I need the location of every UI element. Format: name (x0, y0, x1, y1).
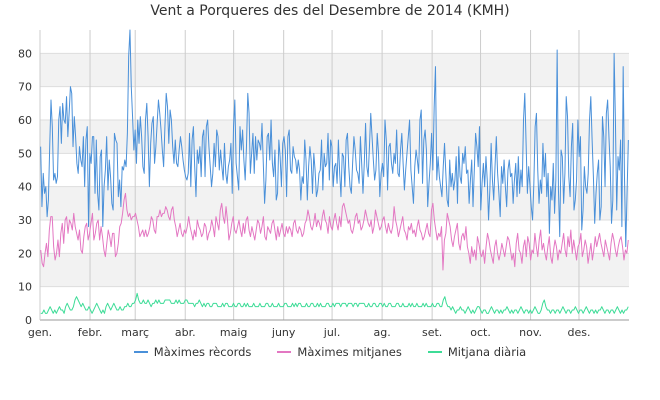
y-tick-label: 40 (18, 181, 32, 194)
series-line-avg-max (40, 192, 629, 271)
x-tick-label: gen. (28, 326, 52, 339)
grid-band (40, 120, 629, 154)
x-tick-label: oct. (470, 326, 491, 339)
x-tick-label: jul. (323, 326, 341, 339)
legend-label-avg-max: Màximes mitjanes (297, 345, 402, 359)
x-tick-label: nov. (519, 326, 542, 339)
legend-swatch-daily-mean (427, 351, 442, 353)
x-tick-label: ag. (373, 326, 390, 339)
y-tick-label: 0 (25, 314, 32, 327)
y-tick-label: 30 (18, 214, 32, 227)
y-tick-label: 50 (18, 147, 32, 160)
series-lines (40, 29, 629, 314)
y-axis-ticks: 0 10 20 30 40 50 60 70 80 (18, 47, 32, 327)
chart-title: Vent a Porqueres des del Desembre de 201… (150, 3, 510, 19)
series-line-daily-mean (40, 292, 629, 314)
x-axis-ticks: gen. febr. març abr. maig juny jul. ag. set. oct.… (28, 326, 591, 339)
x-tick-label: des. (567, 326, 590, 339)
legend: Màximes rècords Màximes mitjanes Mitjana… (0, 345, 660, 359)
legend-item-daily-mean[interactable]: Mitjana diària (427, 345, 527, 359)
series-line-records (40, 29, 629, 248)
y-tick-label: 60 (18, 114, 32, 127)
x-tick-label: febr. (78, 326, 103, 339)
y-tick-label: 10 (18, 281, 32, 294)
grid-band (40, 253, 629, 287)
grid-lines (39, 30, 629, 321)
x-tick-label: juny (271, 326, 296, 339)
x-tick-label: abr. (175, 326, 196, 339)
y-tick-label: 20 (18, 247, 32, 260)
x-tick-label: març (121, 326, 149, 339)
legend-item-records[interactable]: Màximes rècords (133, 345, 252, 359)
y-tick-label: 70 (18, 81, 32, 94)
legend-label-records: Màximes rècords (153, 345, 252, 359)
legend-label-daily-mean: Mitjana diària (447, 345, 527, 359)
y-tick-label: 80 (18, 47, 32, 60)
legend-item-avg-max[interactable]: Màximes mitjanes (277, 345, 402, 359)
legend-swatch-records (133, 351, 148, 353)
legend-swatch-avg-max (277, 351, 292, 353)
x-tick-label: maig (220, 326, 248, 339)
x-tick-label: set. (422, 326, 442, 339)
